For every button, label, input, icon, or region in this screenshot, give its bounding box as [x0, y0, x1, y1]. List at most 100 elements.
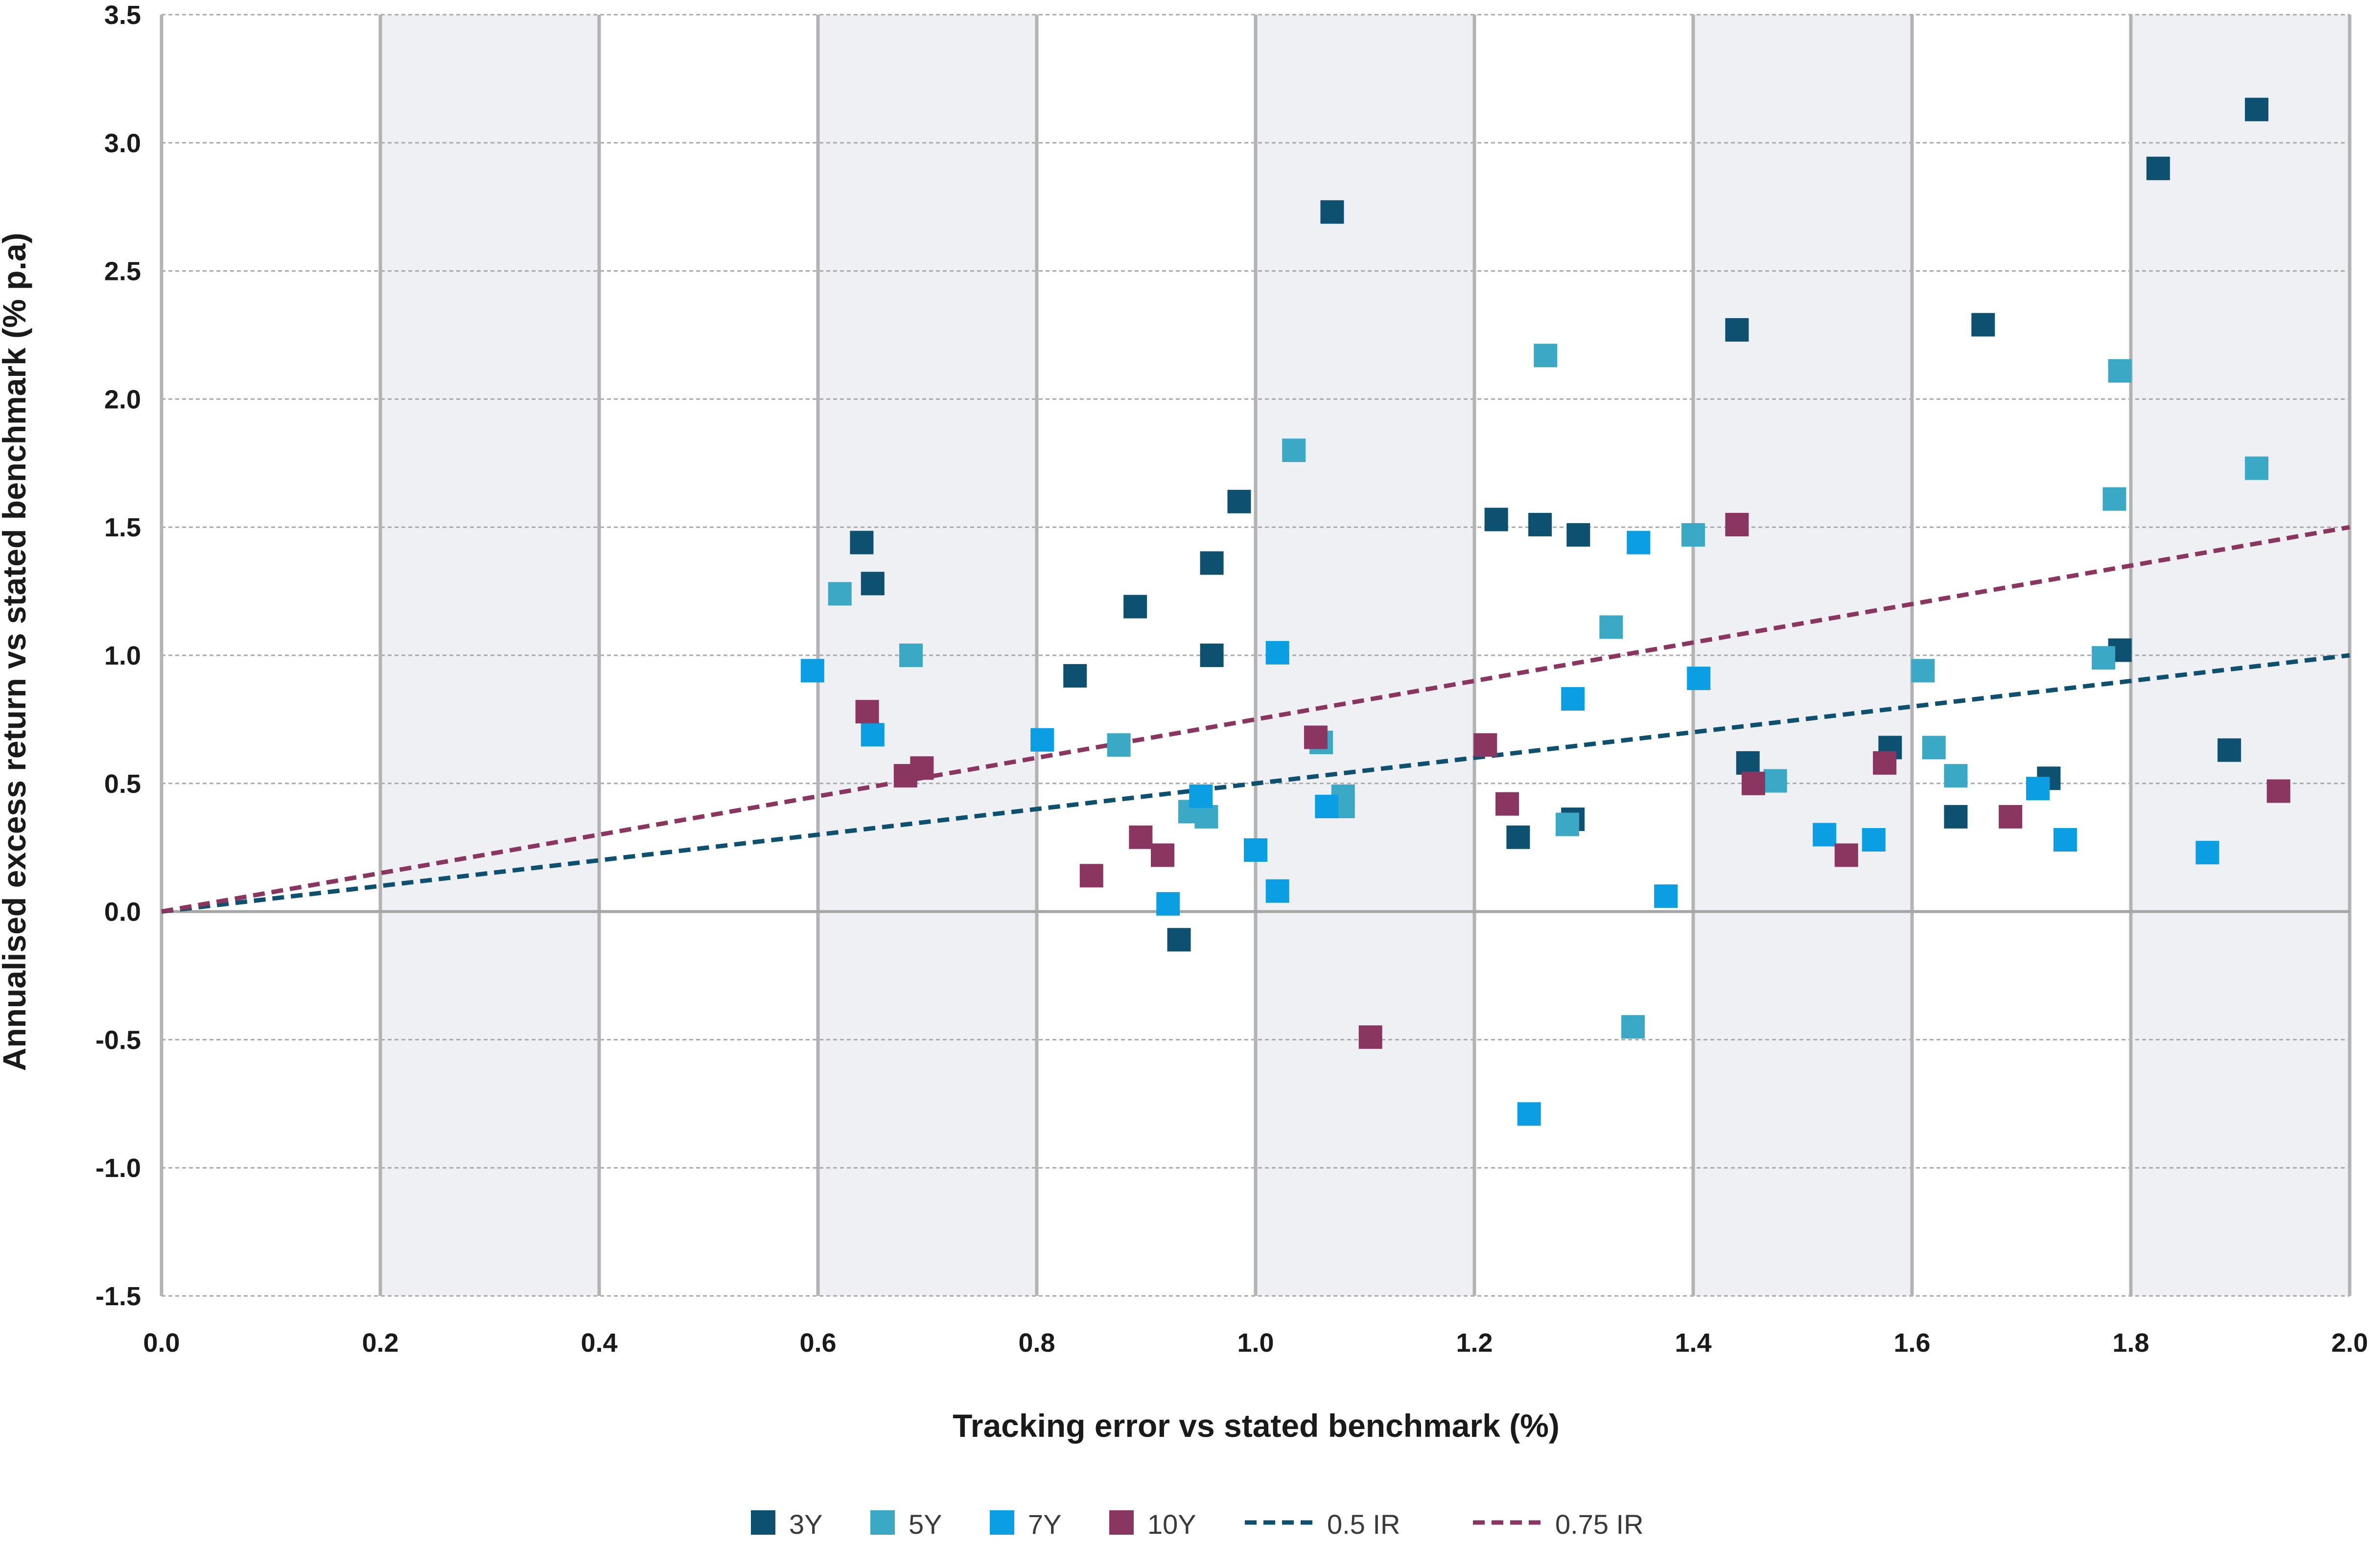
point-5y — [1911, 659, 1935, 683]
point-7y — [1813, 823, 1837, 847]
ir-reference-lines — [161, 525, 2350, 914]
point-10y — [1151, 843, 1175, 867]
point-10y — [1129, 825, 1153, 849]
point-10y — [1079, 864, 1103, 888]
legend-swatch-5y — [870, 1510, 895, 1535]
x-tick-label: 1.8 — [2112, 1328, 2149, 1358]
point-3y — [861, 572, 885, 596]
point-5y — [1107, 733, 1131, 757]
x-tick-label: 2.0 — [2331, 1328, 2368, 1358]
point-3y — [1063, 664, 1087, 688]
point-10y — [1473, 733, 1497, 757]
x-tick-label: 0.8 — [1018, 1328, 1055, 1358]
point-3y — [2146, 157, 2170, 181]
point-3y — [1320, 200, 1344, 224]
horizontal-gridlines — [162, 14, 2350, 1297]
point-7y — [1862, 828, 1886, 852]
legend-swatch-3y — [751, 1510, 775, 1535]
point-10y — [1495, 792, 1519, 816]
legend: 3Y 5Y 7Y 10Y 0.5 IR 0.75 IR — [751, 1509, 1644, 1540]
point-7y — [1189, 784, 1213, 808]
legend-label-7y: 7Y — [1028, 1509, 1062, 1540]
point-5y — [1621, 1015, 1645, 1039]
point-7y — [1627, 531, 1651, 554]
point-5y — [828, 582, 852, 606]
y-tick-label: -1.0 — [95, 1154, 141, 1183]
point-7y — [800, 659, 824, 683]
y-tick-label: -1.5 — [95, 1282, 141, 1311]
ir-line-0-5-ir — [161, 653, 2350, 914]
legend-label-10y: 10Y — [1147, 1509, 1196, 1540]
point-5y — [2102, 487, 2126, 511]
point-7y — [1156, 892, 1180, 916]
point-5y — [1599, 615, 1623, 639]
point-5y — [2108, 359, 2132, 383]
legend-swatch-10y — [1109, 1510, 1134, 1535]
y-tick-label: 1.5 — [104, 513, 141, 542]
point-5y — [1681, 523, 1705, 547]
point-10y — [1304, 725, 1328, 749]
point-3y — [1200, 644, 1224, 667]
point-7y — [1654, 884, 1678, 908]
y-axis-tick-labels: 3.5 3.0 2.5 2.0 1.5 1.0 0.5 0.0 -0.5 -1.0 -1.5 — [95, 0, 141, 1311]
point-3y — [1736, 751, 1760, 775]
vertical-gridlines — [160, 15, 2352, 1296]
point-5y — [1944, 764, 1968, 788]
point-3y — [1123, 595, 1147, 619]
point-3y — [1227, 489, 1251, 513]
point-3y — [1167, 928, 1191, 952]
legend-label-5y: 5Y — [909, 1509, 942, 1540]
point-3y — [1200, 551, 1224, 575]
point-10y — [1358, 1025, 1382, 1049]
point-3y — [1944, 805, 1968, 829]
point-7y — [2026, 777, 2050, 801]
point-5y — [1282, 438, 1306, 462]
x-tick-label: 1.6 — [1893, 1328, 1930, 1358]
point-5y — [1534, 344, 1558, 368]
y-tick-label: 2.5 — [104, 257, 141, 286]
point-3y — [1484, 508, 1508, 531]
point-7y — [2195, 841, 2219, 865]
point-3y — [1506, 825, 1530, 849]
y-axis-title: Annualised excess return vs stated bench… — [0, 233, 32, 1071]
point-3y — [1971, 313, 1995, 337]
legend-label-0-75-ir: 0.75 IR — [1555, 1509, 1644, 1540]
point-7y — [1030, 728, 1054, 752]
x-axis-title: Tracking error vs stated benchmark (%) — [953, 1408, 1560, 1444]
x-tick-label: 1.2 — [1456, 1328, 1493, 1358]
shaded-band-1 — [818, 15, 1037, 1296]
point-7y — [861, 723, 885, 747]
point-5y — [1555, 812, 1579, 836]
point-3y — [1566, 523, 1590, 547]
point-3y — [1725, 318, 1749, 342]
x-tick-label: 0.6 — [799, 1328, 836, 1358]
y-tick-label: 3.5 — [104, 0, 141, 30]
x-tick-label: 0.2 — [362, 1328, 398, 1358]
point-7y — [1517, 1102, 1541, 1126]
point-10y — [1834, 843, 1858, 867]
legend-swatch-7y — [990, 1510, 1014, 1535]
point-5y — [899, 644, 923, 667]
point-7y — [1315, 794, 1339, 818]
point-5y — [1194, 805, 1218, 829]
point-7y — [2053, 828, 2077, 852]
point-10y — [1999, 805, 2023, 829]
y-tick-label: 2.0 — [104, 385, 141, 414]
y-tick-label: -0.5 — [95, 1025, 141, 1055]
point-5y — [2245, 456, 2269, 480]
point-10y — [910, 756, 934, 780]
y-tick-label: 0.0 — [104, 898, 141, 927]
point-10y — [1873, 751, 1897, 775]
point-5y — [1763, 769, 1787, 793]
point-5y — [2092, 646, 2116, 670]
point-3y — [2217, 738, 2241, 762]
point-5y — [1922, 736, 1946, 760]
x-tick-label: 1.0 — [1237, 1328, 1274, 1358]
x-axis-tick-labels: 0.0 0.2 0.4 0.6 0.8 1.0 1.2 1.4 1.6 1.8 2.0 — [143, 1328, 2368, 1358]
point-7y — [1561, 687, 1585, 711]
y-tick-label: 1.0 — [104, 641, 141, 670]
legend-label-3y: 3Y — [789, 1509, 823, 1540]
x-tick-label: 0.0 — [143, 1328, 180, 1358]
